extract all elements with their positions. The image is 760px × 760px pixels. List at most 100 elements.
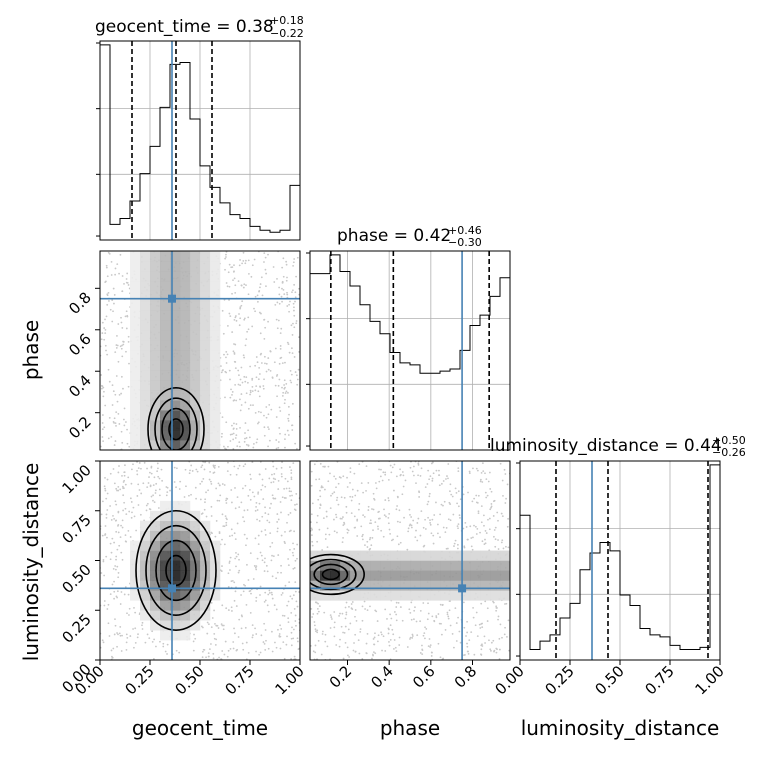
sample-point bbox=[222, 332, 225, 335]
sample-point bbox=[457, 467, 460, 470]
sample-point bbox=[431, 518, 434, 521]
sample-point bbox=[311, 540, 314, 543]
sample-point bbox=[370, 544, 373, 547]
sample-point bbox=[336, 531, 338, 534]
sample-point bbox=[335, 644, 338, 646]
density-cell bbox=[360, 570, 371, 581]
sample-point bbox=[229, 556, 232, 559]
sample-point bbox=[499, 462, 502, 465]
sample-point bbox=[426, 483, 429, 485]
sample-point bbox=[104, 344, 107, 347]
density-cell bbox=[320, 550, 331, 561]
sample-point bbox=[344, 641, 347, 644]
sample-point bbox=[388, 628, 390, 631]
sample-point bbox=[224, 640, 227, 643]
density-cell bbox=[160, 251, 171, 262]
sample-point bbox=[126, 442, 129, 445]
sample-point bbox=[457, 470, 460, 473]
sample-point bbox=[432, 472, 435, 475]
sample-point bbox=[417, 463, 420, 466]
sample-point bbox=[280, 571, 282, 574]
sample-point bbox=[282, 391, 285, 394]
sample-point bbox=[206, 621, 209, 624]
sample-point bbox=[399, 541, 402, 544]
sample-point bbox=[263, 601, 266, 603]
sample-point bbox=[121, 519, 124, 522]
density-cell bbox=[450, 550, 461, 561]
sample-point bbox=[228, 562, 231, 564]
sample-point bbox=[391, 628, 394, 631]
sample-point bbox=[317, 610, 320, 613]
truth-marker bbox=[458, 584, 467, 593]
density-cell bbox=[150, 340, 161, 351]
sample-point bbox=[365, 642, 368, 645]
sample-point bbox=[470, 545, 473, 548]
sample-point bbox=[102, 641, 105, 644]
sample-point bbox=[111, 537, 114, 540]
sample-point bbox=[207, 489, 209, 492]
sample-point bbox=[127, 476, 130, 479]
sample-point bbox=[231, 292, 233, 295]
sample-point bbox=[289, 466, 291, 468]
sample-point bbox=[260, 276, 263, 279]
sample-point bbox=[297, 368, 300, 371]
sample-point bbox=[292, 594, 295, 597]
sample-point bbox=[113, 294, 116, 296]
sample-point bbox=[386, 618, 388, 620]
sample-point bbox=[123, 474, 126, 477]
sample-point bbox=[119, 603, 122, 605]
sample-point bbox=[428, 495, 431, 498]
sample-point bbox=[417, 474, 419, 477]
sample-point bbox=[243, 375, 246, 378]
sample-point bbox=[218, 532, 221, 535]
sample-point bbox=[242, 465, 245, 468]
sample-point bbox=[377, 528, 379, 530]
sample-point bbox=[258, 373, 261, 375]
sample-point bbox=[458, 630, 461, 633]
sample-point bbox=[438, 622, 441, 625]
sample-point bbox=[293, 356, 296, 358]
density-cell bbox=[160, 510, 171, 521]
density-cell bbox=[340, 590, 351, 601]
density-cell bbox=[180, 330, 191, 341]
sample-point bbox=[427, 469, 430, 472]
sample-point bbox=[130, 501, 133, 503]
sample-point bbox=[471, 500, 474, 503]
density-cell bbox=[130, 251, 141, 262]
sample-point bbox=[322, 517, 325, 520]
sample-point bbox=[254, 566, 257, 569]
sample-point bbox=[333, 491, 336, 494]
sample-point bbox=[427, 516, 429, 519]
sample-point bbox=[323, 465, 326, 468]
sample-point bbox=[393, 463, 396, 466]
sample-point bbox=[286, 341, 289, 344]
density-cell bbox=[480, 550, 491, 561]
sample-point bbox=[490, 490, 493, 493]
sample-point bbox=[157, 467, 159, 470]
density-cell bbox=[170, 440, 181, 450]
density-cell bbox=[150, 370, 161, 381]
density-cell bbox=[500, 580, 510, 591]
sample-point bbox=[239, 384, 242, 387]
sample-point bbox=[369, 605, 371, 608]
sample-point bbox=[241, 300, 244, 303]
sample-point bbox=[292, 322, 294, 325]
density-cell bbox=[410, 560, 421, 571]
sample-point bbox=[234, 632, 236, 635]
sample-point bbox=[255, 596, 258, 599]
sample-point bbox=[348, 656, 351, 658]
sample-point bbox=[298, 287, 300, 290]
sample-point bbox=[260, 634, 263, 637]
sample-point bbox=[339, 638, 341, 641]
sample-point bbox=[387, 516, 390, 519]
sample-point bbox=[280, 593, 283, 596]
sample-point bbox=[106, 303, 109, 306]
density-cell bbox=[190, 550, 201, 561]
sample-point bbox=[221, 650, 224, 652]
sample-point bbox=[392, 633, 395, 636]
sample-point bbox=[407, 527, 410, 530]
density-cell bbox=[170, 600, 181, 611]
sample-point bbox=[490, 641, 493, 644]
density-cell bbox=[160, 430, 171, 441]
sample-point bbox=[289, 595, 292, 598]
